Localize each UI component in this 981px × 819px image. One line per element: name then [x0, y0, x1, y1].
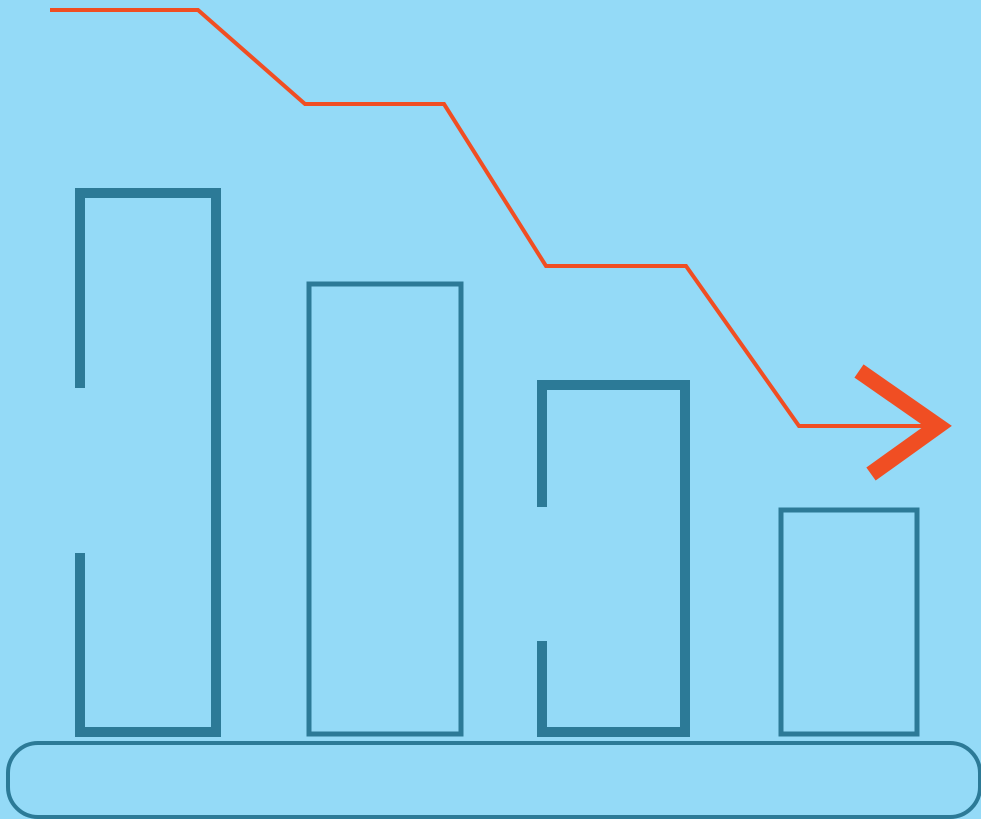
bar-1: [75, 188, 221, 737]
arrow-head-icon: [854, 364, 952, 481]
bar-4: [778, 507, 920, 737]
base-platform: [6, 741, 981, 819]
bar-2: [306, 281, 464, 737]
bar-3: [537, 380, 690, 737]
bars-group: [75, 188, 920, 737]
trend-line: [50, 8, 938, 428]
